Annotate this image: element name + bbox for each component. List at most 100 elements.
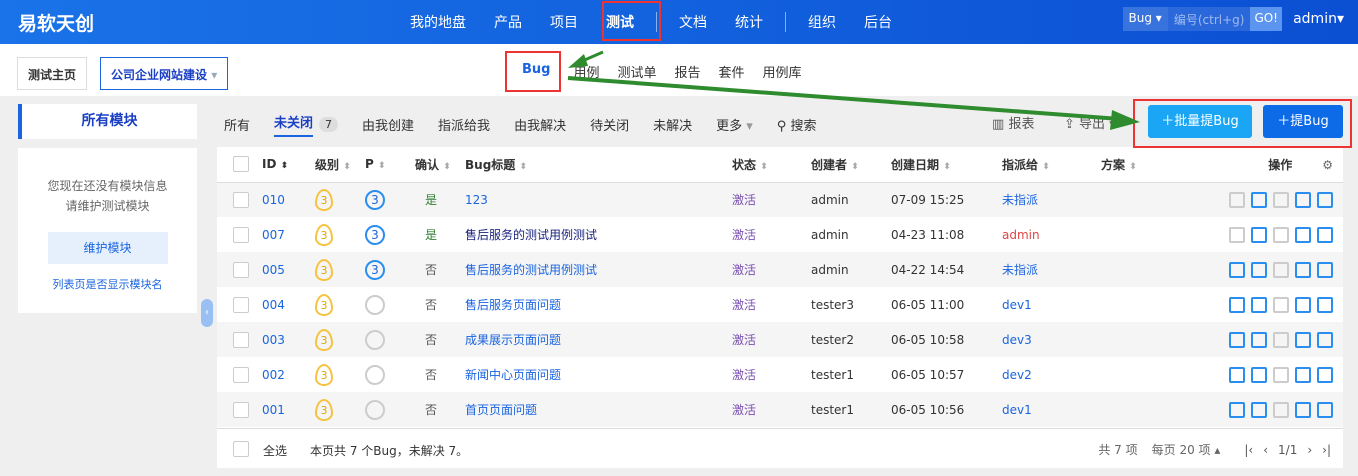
bug-title-link[interactable]: 成果展示页面问题 bbox=[465, 322, 732, 357]
table-row[interactable]: 003 3 否 成果展示页面问题 激活 tester2 06-05 10:58 … bbox=[217, 322, 1343, 357]
confirm-bug-icon[interactable] bbox=[1229, 191, 1245, 208]
edit-icon[interactable] bbox=[1295, 401, 1311, 418]
bug-id[interactable]: 003 bbox=[262, 322, 315, 357]
bug-title-link[interactable]: 售后服务的测试用例测试 bbox=[465, 252, 732, 287]
confirm-bug-icon[interactable] bbox=[1229, 401, 1245, 418]
nav-my[interactable]: 我的地盘 bbox=[410, 15, 466, 31]
copy-icon[interactable] bbox=[1317, 366, 1333, 383]
row-checkbox[interactable] bbox=[233, 226, 249, 243]
assign-checkbox-icon[interactable] bbox=[1251, 401, 1267, 418]
nav-org[interactable]: 组织 bbox=[808, 15, 836, 31]
assign-checkbox-icon[interactable] bbox=[1251, 331, 1267, 348]
confirm-bug-icon[interactable] bbox=[1229, 261, 1245, 278]
assigned-to[interactable]: dev1 bbox=[1002, 392, 1101, 427]
bug-id[interactable]: 007 bbox=[262, 227, 285, 242]
confirm-bug-icon[interactable] bbox=[1229, 331, 1245, 348]
subnav-bug[interactable]: Bug bbox=[522, 62, 551, 77]
assign-checkbox-icon[interactable] bbox=[1251, 296, 1267, 313]
edit-icon[interactable] bbox=[1295, 296, 1311, 313]
breadcrumb-project[interactable]: 公司企业网站建设 ▾ bbox=[100, 57, 229, 90]
bug-title-link[interactable]: 新闻中心页面问题 bbox=[465, 368, 562, 382]
confirm-bug-icon[interactable] bbox=[1229, 226, 1245, 243]
bug-id[interactable]: 004 bbox=[262, 297, 285, 312]
assign-checkbox-icon[interactable] bbox=[1251, 366, 1267, 383]
tab-assigned[interactable]: 指派给我 bbox=[438, 119, 491, 134]
nav-test[interactable]: 测试 bbox=[606, 15, 634, 31]
table-row[interactable]: 005 3 3 否 售后服务的测试用例测试 激活 admin 04-22 14:… bbox=[217, 252, 1343, 287]
close-bug-icon[interactable] bbox=[1273, 366, 1289, 383]
bug-title-link[interactable]: 123 bbox=[465, 182, 732, 217]
close-bug-icon[interactable] bbox=[1273, 401, 1289, 418]
close-bug-icon[interactable] bbox=[1273, 331, 1289, 348]
last-page-button[interactable]: ›| bbox=[1322, 442, 1331, 457]
per-page-select[interactable]: 每页 20 项 ▴ bbox=[1151, 443, 1221, 457]
bug-title-link[interactable]: 首页页面问题 bbox=[465, 392, 732, 427]
edit-icon[interactable] bbox=[1295, 191, 1311, 208]
assigned-to[interactable]: 未指派 bbox=[1002, 252, 1101, 287]
edit-icon[interactable] bbox=[1295, 261, 1311, 278]
assign-checkbox-icon[interactable] bbox=[1251, 191, 1267, 208]
copy-icon[interactable] bbox=[1317, 401, 1333, 418]
row-checkbox[interactable] bbox=[233, 331, 249, 348]
tab-created[interactable]: 由我创建 bbox=[362, 119, 415, 134]
assigned-to[interactable]: dev2 bbox=[1002, 367, 1032, 382]
select-all-checkbox[interactable] bbox=[233, 156, 249, 173]
assign-checkbox-icon[interactable] bbox=[1251, 261, 1267, 278]
copy-icon[interactable] bbox=[1317, 226, 1333, 243]
col-resolution[interactable]: 方案 ⬍ bbox=[1101, 147, 1181, 183]
col-title[interactable]: Bug标题 ⬍ bbox=[465, 147, 732, 183]
table-row[interactable]: 007 3 3 是 售后服务的测试用例测试 激活 admin 04-23 11:… bbox=[217, 217, 1343, 252]
close-bug-icon[interactable] bbox=[1273, 226, 1289, 243]
copy-icon[interactable] bbox=[1317, 191, 1333, 208]
export-button[interactable]: ⇪ 导出 ▾ bbox=[1064, 117, 1116, 132]
copy-icon[interactable] bbox=[1317, 261, 1333, 278]
col-status[interactable]: 状态 ⬍ bbox=[732, 147, 811, 183]
assigned-to[interactable]: admin bbox=[1002, 227, 1040, 242]
col-priority[interactable]: P ⬍ bbox=[365, 147, 415, 183]
gear-icon[interactable]: ⚙ bbox=[1322, 157, 1333, 172]
first-page-button[interactable]: |‹ bbox=[1244, 442, 1254, 457]
select-all-checkbox[interactable] bbox=[233, 441, 249, 457]
row-checkbox[interactable] bbox=[233, 401, 249, 418]
assigned-to[interactable]: dev1 bbox=[1002, 297, 1032, 312]
tab-all[interactable]: 所有 bbox=[224, 119, 251, 134]
row-checkbox[interactable] bbox=[233, 191, 249, 208]
bug-title-link[interactable]: 售后服务页面问题 bbox=[465, 298, 562, 312]
subnav-case[interactable]: 用例 bbox=[573, 66, 600, 81]
search-type-select[interactable]: Bug ▾ bbox=[1122, 7, 1168, 31]
assign-checkbox-icon[interactable] bbox=[1251, 226, 1267, 243]
table-row[interactable]: 010 3 3 是 123 激活 admin 07-09 15:25 未指派 bbox=[217, 182, 1343, 217]
search-input[interactable]: 编号(ctrl+g) bbox=[1167, 7, 1251, 31]
maintain-module-button[interactable]: 维护模块 bbox=[47, 232, 168, 264]
next-page-button[interactable]: › bbox=[1307, 442, 1313, 457]
table-row[interactable]: 002 3 否 新闻中心页面问题 激活 tester1 06-05 10:57 … bbox=[217, 357, 1343, 392]
edit-icon[interactable] bbox=[1295, 226, 1311, 243]
col-creator[interactable]: 创建者 ⬍ bbox=[811, 147, 891, 183]
copy-icon[interactable] bbox=[1317, 296, 1333, 313]
col-date[interactable]: 创建日期 ⬍ bbox=[891, 147, 1002, 183]
tab-more[interactable]: 更多 ▾ bbox=[716, 115, 753, 134]
edit-icon[interactable] bbox=[1295, 331, 1311, 348]
confirm-bug-icon[interactable] bbox=[1229, 366, 1245, 383]
row-checkbox[interactable] bbox=[233, 296, 249, 313]
user-menu[interactable]: admin▾ bbox=[1293, 11, 1344, 27]
nav-product[interactable]: 产品 bbox=[494, 15, 522, 31]
batch-create-bug-button[interactable]: ＋批量提Bug bbox=[1148, 105, 1252, 138]
close-bug-icon[interactable] bbox=[1273, 191, 1289, 208]
bug-id[interactable]: 002 bbox=[262, 367, 285, 382]
table-row[interactable]: 001 3 否 首页页面问题 激活 tester1 06-05 10:56 de… bbox=[217, 392, 1343, 427]
edit-icon[interactable] bbox=[1295, 366, 1311, 383]
col-assign[interactable]: 指派给 ⬍ bbox=[1002, 147, 1101, 183]
tab-resolved[interactable]: 由我解决 bbox=[514, 119, 567, 134]
search-toggle[interactable]: ⚲ 搜索 bbox=[777, 115, 817, 134]
copy-icon[interactable] bbox=[1317, 331, 1333, 348]
tab-toclose[interactable]: 待关闭 bbox=[590, 119, 630, 134]
confirm-bug-icon[interactable] bbox=[1229, 296, 1245, 313]
close-bug-icon[interactable] bbox=[1273, 261, 1289, 278]
subnav-report[interactable]: 报告 bbox=[674, 66, 701, 81]
bug-title-link[interactable]: 售后服务的测试用例测试 bbox=[465, 228, 598, 242]
assigned-to[interactable]: dev3 bbox=[1002, 322, 1101, 357]
go-button[interactable]: GO! bbox=[1250, 7, 1282, 31]
report-button[interactable]: ▥ 报表 bbox=[992, 113, 1034, 132]
subnav-testtask[interactable]: 测试单 bbox=[617, 66, 657, 81]
